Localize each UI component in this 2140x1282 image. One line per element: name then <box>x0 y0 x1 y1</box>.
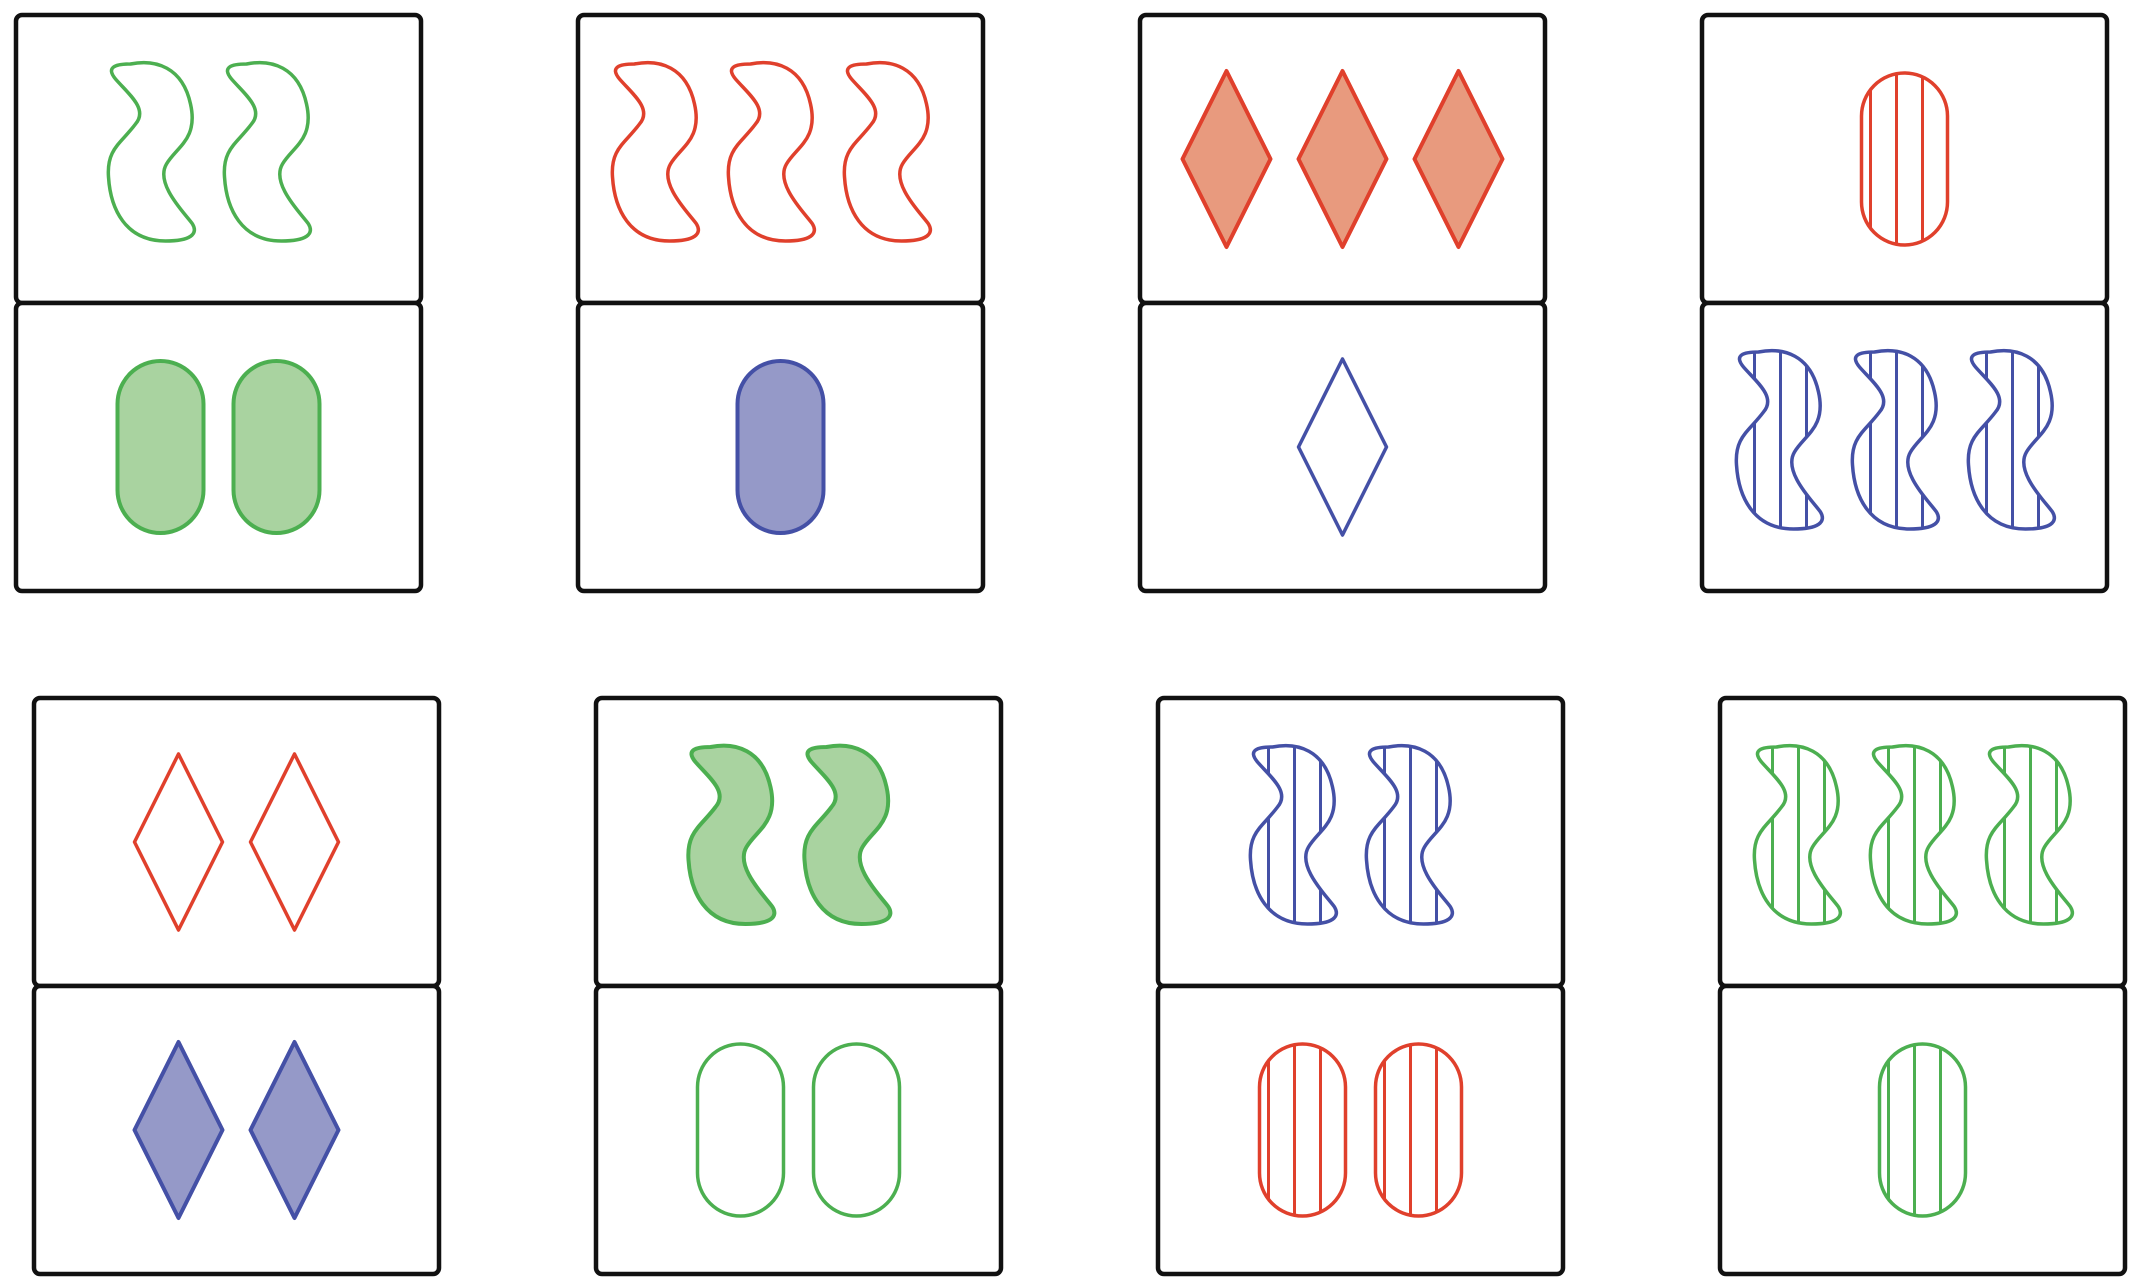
green-squiggle-open-symbol <box>222 60 313 243</box>
domino-card[interactable] <box>575 12 986 594</box>
red-squiggle-open-symbol <box>610 60 701 243</box>
green-squiggle-striped-symbol <box>1984 743 2075 926</box>
domino-top-half <box>593 695 1004 989</box>
green-squiggle-solid-symbol <box>686 743 777 926</box>
domino-card[interactable] <box>593 695 1004 1277</box>
domino-top-half <box>1717 695 2128 989</box>
green-oval-solid-symbol <box>231 359 322 535</box>
domino-bottom-half <box>13 300 424 594</box>
blue-diamond-solid-symbol <box>132 1040 225 1220</box>
green-oval-open-symbol <box>695 1042 786 1218</box>
domino-bottom-half <box>1717 983 2128 1277</box>
domino-top-half <box>13 12 424 306</box>
domino-card[interactable] <box>31 695 442 1277</box>
domino-card[interactable] <box>1699 12 2110 594</box>
green-squiggle-open-symbol <box>106 60 197 243</box>
domino-card[interactable] <box>1717 695 2128 1277</box>
green-oval-solid-symbol <box>115 359 206 535</box>
red-diamond-open-symbol <box>132 752 225 932</box>
blue-diamond-open-symbol <box>1296 357 1389 537</box>
domino-card[interactable] <box>1155 695 1566 1277</box>
red-diamond-solid-symbol <box>1180 69 1273 249</box>
domino-bottom-half <box>1155 983 1566 1277</box>
red-diamond-solid-symbol <box>1412 69 1505 249</box>
domino-bottom-half <box>1699 300 2110 594</box>
red-diamond-open-symbol <box>248 752 341 932</box>
red-squiggle-open-symbol <box>842 60 933 243</box>
dominoes-layer <box>13 12 2128 1277</box>
red-diamond-solid-symbol <box>1296 69 1389 249</box>
red-squiggle-open-symbol <box>726 60 817 243</box>
domino-bottom-half <box>1137 300 1548 594</box>
green-oval-open-symbol <box>811 1042 902 1218</box>
domino-card[interactable] <box>13 12 424 594</box>
domino-card[interactable] <box>1137 12 1548 594</box>
domino-top-half <box>575 12 986 306</box>
green-squiggle-solid-symbol <box>802 743 893 926</box>
domino-top-half <box>31 695 442 989</box>
domino-top-half <box>1155 695 1566 989</box>
blue-oval-solid-symbol <box>735 359 826 535</box>
blue-diamond-solid-symbol <box>248 1040 341 1220</box>
domino-top-half <box>1699 12 2110 306</box>
domino-bottom-half <box>593 983 1004 1277</box>
domino-bottom-half <box>31 983 442 1277</box>
red-oval-striped-symbol <box>1373 1042 1464 1218</box>
